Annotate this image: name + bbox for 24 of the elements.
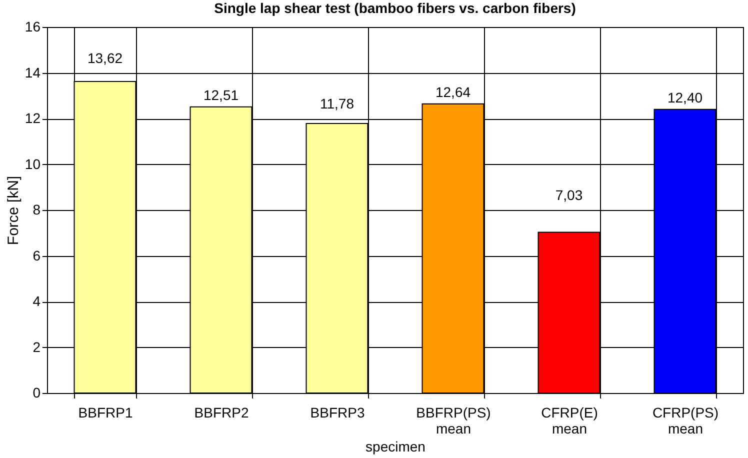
y-tick-label: 6: [32, 247, 41, 264]
x-tick-label: BBFRP1: [78, 404, 133, 420]
y-tick-label: 4: [32, 293, 41, 309]
data-label: 13,62: [87, 50, 123, 66]
y-axis-title: Force [kN]: [4, 176, 22, 246]
data-label: 12,64: [435, 84, 471, 100]
x-tick-label: BBFRP3: [310, 404, 365, 420]
y-tick-label: 8: [32, 202, 41, 218]
data-label: 12,40: [667, 89, 703, 106]
y-tick-label: 2: [32, 338, 41, 355]
x-tick-label: CFRP(E) mean: [541, 404, 598, 436]
chart-title: Single lap shear test (bamboo fibers vs. carbon fibers): [214, 0, 576, 16]
y-tick-label: 10: [24, 156, 41, 172]
data-label: 7,03: [555, 187, 583, 203]
x-tick-label: BBFRP2: [194, 404, 249, 420]
y-tick-label: 12: [24, 110, 41, 126]
y-tick-label: 0: [32, 384, 41, 400]
x-tick-label: CFRP(PS) mean: [652, 404, 719, 436]
y-tick-label: 16: [24, 18, 41, 34]
data-label: 12,51: [203, 86, 239, 103]
x-axis-title: specimen: [366, 438, 426, 454]
data-label: 11,78: [320, 96, 354, 112]
y-tick-label: 14: [24, 64, 41, 80]
x-tick-label: BBFRP(PS) mean: [416, 404, 491, 436]
